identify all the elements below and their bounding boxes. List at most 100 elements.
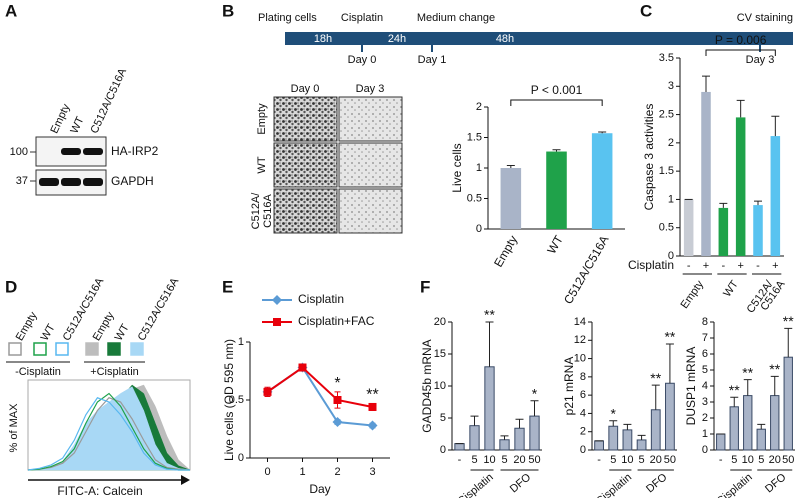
x-tick-label: - — [597, 454, 601, 466]
y-axis-label: p21 mRNA — [562, 357, 576, 416]
x-tick-label: 5 — [610, 454, 616, 466]
image-column: Day 0 — [291, 83, 320, 95]
legend-swatch — [85, 342, 99, 356]
y-tick-label: 0.5 — [659, 222, 674, 234]
bar — [484, 366, 495, 451]
bar — [743, 395, 753, 451]
y-tick-label: 20 — [434, 316, 446, 328]
blot-band — [39, 178, 59, 186]
error-bar — [743, 379, 752, 396]
blot-band — [61, 148, 81, 155]
error-bar — [609, 420, 618, 427]
error-bar — [730, 396, 739, 407]
y-tick-label: 1 — [702, 428, 708, 440]
bar — [546, 151, 567, 229]
group-label: Cisplatin — [594, 471, 634, 498]
y-axis-label: Live cells (OD 595 nm) — [222, 339, 236, 461]
timeline-day: Day 0 — [348, 54, 377, 66]
image-row: C512A/ — [250, 192, 262, 230]
blot-band — [61, 178, 81, 186]
x-tick-label: + — [772, 260, 778, 272]
y-tick-label: 6 — [702, 348, 708, 360]
legend-swatch — [107, 342, 121, 356]
y-tick-label: 1 — [238, 336, 244, 348]
y-tick-label: 1.5 — [467, 131, 482, 143]
error-bar — [665, 343, 674, 384]
image-row: WT — [256, 156, 268, 173]
group-label: DFO — [763, 471, 789, 495]
cell-image — [273, 142, 338, 188]
y-tick-label: 2 — [668, 137, 674, 149]
row-label: Cisplatin — [628, 258, 674, 272]
error-bar — [754, 200, 762, 206]
bar — [665, 382, 675, 451]
bar — [718, 207, 729, 256]
group-label: +Cisplatin — [90, 366, 139, 378]
x-axis-label: Day — [309, 482, 330, 496]
marker-label: 100 — [10, 146, 28, 158]
bar — [756, 428, 766, 451]
bar — [514, 427, 525, 451]
error-bar — [702, 75, 710, 92]
significance: ** — [769, 361, 780, 377]
legend-label: C512A/C516A — [136, 275, 182, 342]
bar — [650, 409, 661, 451]
bar — [783, 356, 793, 451]
bar — [729, 406, 739, 451]
marker — [298, 363, 307, 372]
panel-label: F — [420, 277, 430, 296]
x-tick-label: + — [737, 260, 743, 272]
x-tick-label: Empty — [491, 233, 520, 269]
y-tick-label: 0 — [702, 444, 708, 456]
significance: * — [334, 375, 340, 392]
significance: * — [532, 385, 538, 401]
x-tick-label: 20 — [769, 454, 781, 466]
x-tick-label: - — [756, 260, 760, 272]
timeline-duration: 48h — [496, 33, 514, 45]
error-bar — [500, 435, 509, 440]
y-tick-label: 0.5 — [229, 394, 244, 406]
marker — [367, 420, 378, 431]
y-tick-label: 14 — [574, 316, 586, 328]
timeline-day: Day 1 — [418, 54, 447, 66]
error-bar — [470, 415, 479, 426]
bar — [529, 415, 540, 451]
error-bar — [637, 434, 646, 440]
x-tick-label: 5 — [758, 454, 764, 466]
x-tick-label: 5 — [639, 454, 645, 466]
x-tick-label: - — [458, 454, 462, 466]
bar — [770, 136, 781, 256]
legend-swatch — [130, 342, 144, 356]
y-tick-label: 0 — [238, 452, 244, 464]
group-label: Cisplatin — [456, 471, 496, 498]
cell-image — [273, 96, 338, 142]
bar — [683, 199, 694, 256]
y-tick-label: 3.5 — [659, 52, 674, 64]
significance: * — [611, 405, 617, 421]
error-bar — [770, 375, 779, 396]
y-tick-label: 8 — [702, 316, 708, 328]
image-row: Empty — [256, 103, 268, 135]
y-tick-label: 1.5 — [659, 165, 674, 177]
error-bar — [485, 321, 494, 367]
y-tick-label: 7 — [702, 332, 708, 344]
bar — [500, 168, 522, 229]
blot-band — [83, 178, 103, 186]
error-bar — [757, 423, 766, 430]
bar — [469, 425, 480, 451]
y-tick-label: 4 — [580, 407, 586, 419]
group-label: -Cisplatin — [15, 366, 61, 378]
y-tick-label: 0 — [476, 223, 482, 235]
bar — [622, 429, 633, 451]
timeline-event: Plating cells — [258, 12, 317, 24]
error-bar — [598, 131, 607, 134]
timeline-event: CV staining — [737, 12, 793, 24]
y-axis-label: GADD45b mRNA — [420, 339, 434, 432]
x-tick-label: WT — [544, 233, 566, 257]
y-tick-label: 6 — [580, 389, 586, 401]
significance: ** — [366, 387, 378, 404]
x-tick-label: - — [721, 260, 725, 272]
marker — [333, 396, 342, 404]
y-tick-label: 0 — [668, 250, 674, 262]
x-tick-label: 10 — [483, 454, 495, 466]
